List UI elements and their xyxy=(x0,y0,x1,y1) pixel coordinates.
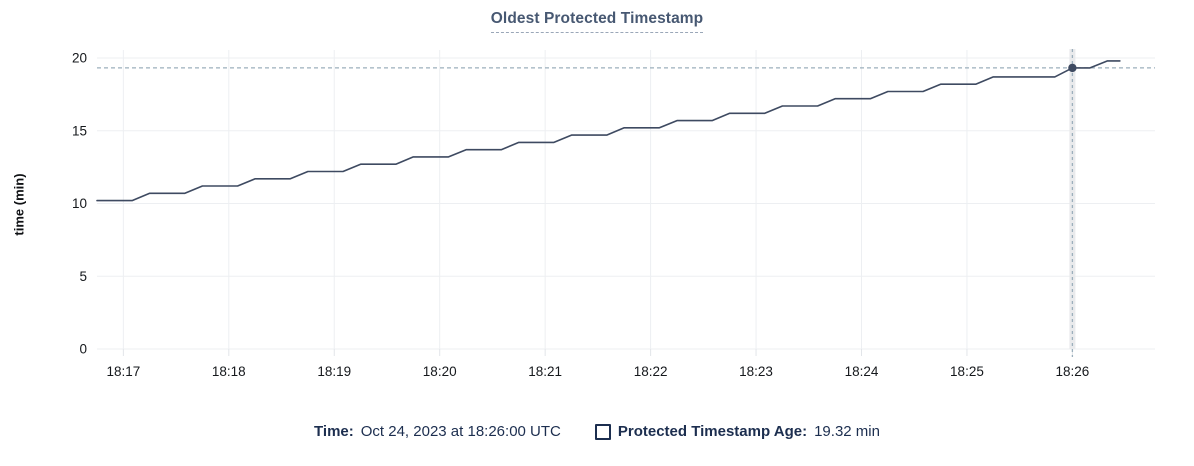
legend-time-value: Oct 24, 2023 at 18:26:00 UTC xyxy=(360,423,561,440)
cursor-data-point-dot xyxy=(1068,63,1077,73)
y-gridlines: 0 5 10 15 20 xyxy=(72,51,1155,357)
x-tick-label: 18:21 xyxy=(528,364,562,379)
x-tick-label: 18:23 xyxy=(739,364,773,379)
series-marker-icon xyxy=(594,423,611,440)
y-tick-label: 20 xyxy=(72,51,87,66)
legend-series-label: Protected Timestamp Age: xyxy=(617,423,808,440)
x-tick-label: 18:19 xyxy=(317,364,351,379)
legend-time-label: Time: xyxy=(314,423,354,440)
legend-series-toggle[interactable]: Protected Timestamp Age: 19.32 min xyxy=(594,423,880,440)
x-tick-label: 18:18 xyxy=(212,364,246,379)
x-tick-label: 18:24 xyxy=(845,364,879,379)
y-tick-label: 15 xyxy=(72,123,87,138)
x-tick-label: 18:20 xyxy=(423,364,457,379)
x-tick-label: 18:26 xyxy=(1056,364,1090,379)
x-gridlines: 18:17 18:18 18:19 18:20 18:21 18:22 18:23 18:24… xyxy=(106,50,1089,379)
y-tick-label: 0 xyxy=(79,342,87,357)
chart-legend: Time: Oct 24, 2023 at 18:26:00 UTC Prote… xyxy=(0,423,1194,440)
y-tick-label: 5 xyxy=(79,269,87,284)
series-line-protected-timestamp-age xyxy=(96,60,1121,202)
legend-series-value: 19.32 min xyxy=(814,423,880,440)
chart-title[interactable]: Oldest Protected Timestamp xyxy=(490,10,704,33)
chart-title-row: Oldest Protected Timestamp xyxy=(0,10,1194,33)
y-tick-label: 10 xyxy=(72,196,87,211)
x-tick-label: 18:25 xyxy=(950,364,984,379)
x-tick-label: 18:17 xyxy=(106,364,140,379)
x-tick-label: 18:22 xyxy=(634,364,668,379)
